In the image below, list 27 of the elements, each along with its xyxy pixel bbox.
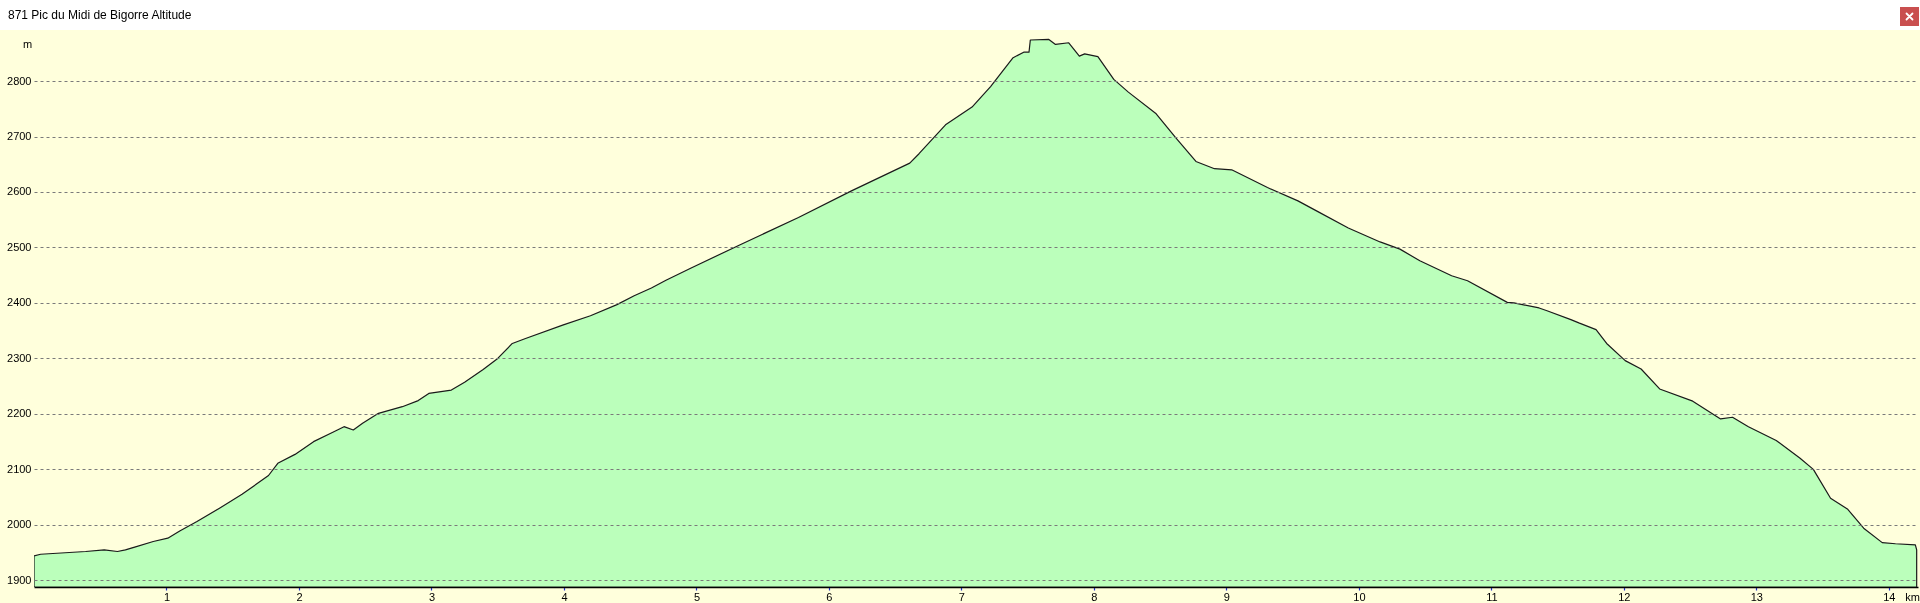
chart-title: 871 Pic du Midi de Bigorre Altitude [8,7,192,24]
y-tick-label: 2700 [7,130,32,143]
x-tick-label: 12 [1618,590,1631,603]
x-tick-label: 9 [1223,590,1230,603]
x-tick-label: 5 [693,590,701,603]
y-tick-label: 2100 [7,462,32,475]
y-tick-label: 2400 [7,296,32,309]
x-tick-label: 7 [958,590,965,603]
x-tick-label: 13 [1750,590,1763,603]
x-tick-label: 3 [428,590,436,603]
x-tick-label: 10 [1353,590,1366,603]
x-axis-title: km [1905,590,1920,603]
y-tick-label: 1900 [7,573,32,586]
x-tick-label: 4 [561,590,568,603]
x-tick-label: 8 [1091,590,1098,603]
y-tick-label: 2300 [7,351,32,364]
x-tick-label: 1 [163,590,171,603]
x-tick-label: 14 [1883,590,1896,603]
x-tick-label: 11 [1486,590,1498,603]
x-tick-label: 2 [296,590,303,603]
y-tick-label: 2200 [7,407,32,420]
x-tick-label: 6 [826,590,833,603]
y-axis-title: m [22,37,33,50]
y-tick-label: 2500 [7,240,32,253]
y-tick-label: 2000 [7,518,32,531]
y-tick-label: 2800 [7,74,32,87]
y-tick-label: 2600 [7,185,32,198]
